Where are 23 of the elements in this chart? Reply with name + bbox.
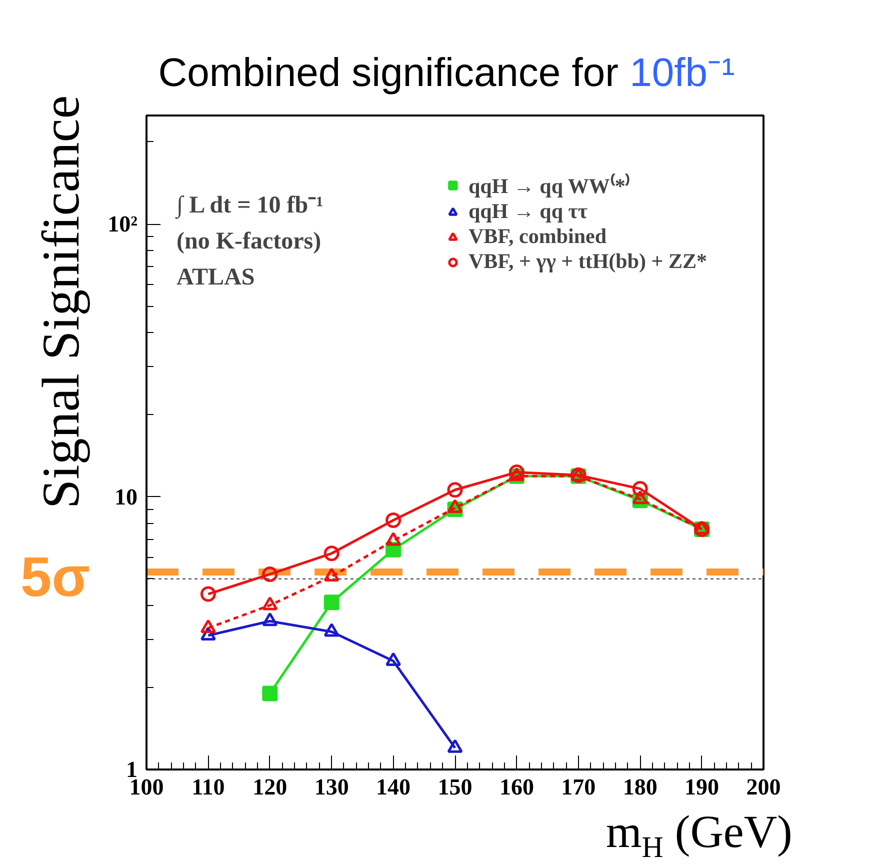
legend-label: VBF, combined [468,224,607,249]
x-tick-label: 120 [252,774,288,800]
x-tick-label: 110 [192,774,225,800]
y-axis-title: Signal Significance [32,95,90,509]
x-axis-title: m$_{H}$ (GeV) [606,806,792,866]
x-tick-label: 170 [561,774,596,800]
annotation: ATLAS [176,264,255,290]
x-tick-label: 140 [376,774,411,800]
annotation: ∫ L dt = 10 fb⁻¹ [174,192,324,220]
annotation: (no K-factors) [176,228,322,254]
x-tick-label: 200 [746,774,781,800]
legend-label: qqH → qq WW⁽*⁾ [468,172,630,199]
y-tick-label: 10² [108,212,138,237]
x-tick-label: 150 [438,774,472,800]
x-tick-label: 130 [314,774,349,800]
legend-label: VBF, + γγ + ttH(bb) + ZZ* [468,249,707,274]
x-tick-label: 190 [684,774,720,800]
legend-label: qqH → qq ττ [468,199,588,224]
x-tick-label: 180 [622,774,658,800]
ref-line-label: 5σ [20,545,90,608]
chart-title: Combined significance for 10fb⁻¹ [157,51,736,95]
x-tick-label: 160 [499,774,534,800]
y-tick-label: 10 [114,484,138,510]
